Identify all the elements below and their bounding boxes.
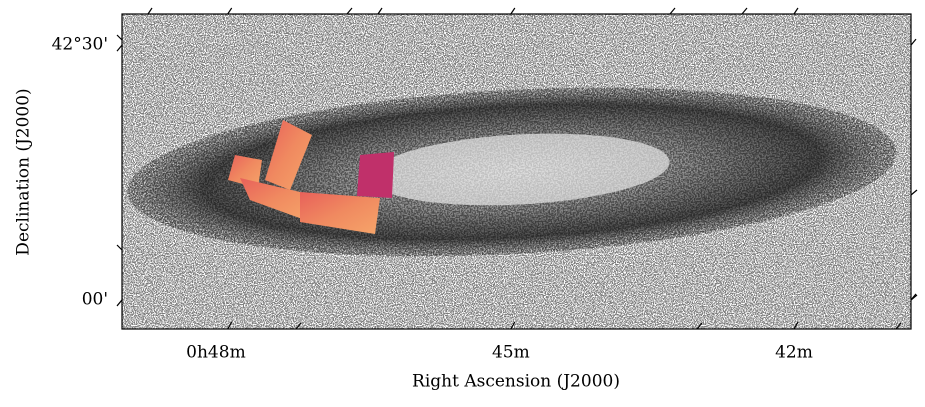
x-tick [793,321,799,330]
y-tick [116,299,123,307]
x-tick [510,321,516,330]
y-tick [910,293,917,301]
x-tick-label: 45m [492,343,530,363]
x-tick [227,321,233,330]
y-tick [910,38,917,46]
y-axis-label: Declination (J2000) [14,88,34,255]
sky-image [122,14,911,329]
x-tick [793,7,799,15]
plot-frame [121,13,912,330]
x-axis-label: Right Ascension (J2000) [412,372,620,392]
overlay [228,120,394,234]
x-tick-label: 0h48m [186,343,246,363]
x-tick-label: 42m [775,343,813,363]
minor-ticks [116,7,918,330]
y-tick-label: 42°30' [52,35,108,55]
x-tick [227,7,233,15]
x-tick [510,7,516,15]
y-tick [116,44,123,52]
y-tick-label: 00' [82,289,108,309]
